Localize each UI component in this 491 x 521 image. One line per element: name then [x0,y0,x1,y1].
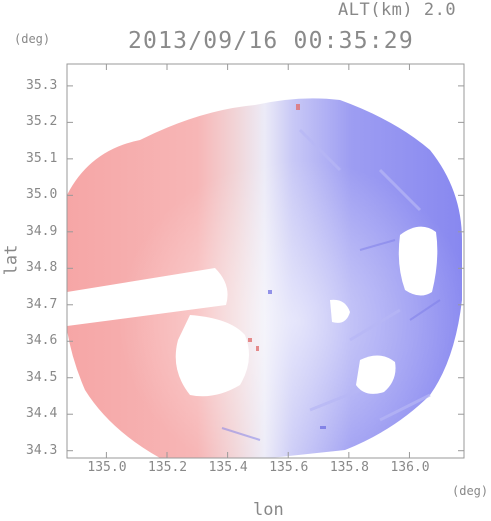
x-tick-label: 135.6 [269,460,309,475]
timestamp-title: 2013/09/16 00:35:29 [128,28,414,54]
plot-frame [66,63,465,459]
y-tick-label: 34.3 [26,442,58,458]
x-tick-label: 135.2 [148,460,188,475]
no-echo-area [175,315,249,397]
echo-field [67,98,462,458]
y-tick-label: 35.1 [26,150,58,166]
y-axis-unit: (deg) [14,32,51,46]
y-tick-label: 35.0 [26,187,58,203]
x-axis-label: lon [253,500,284,520]
no-echo-wedge [67,268,228,326]
y-tick-label: 35.3 [26,77,58,93]
x-tick-label: 135.8 [329,460,369,475]
y-tick-label: 34.7 [26,296,58,312]
x-tick-label: 135.4 [208,460,248,475]
x-tick-label: 135.0 [87,460,127,475]
x-tick-label: 136.0 [390,460,430,475]
y-tick-label: 34.5 [26,369,58,385]
altitude-label: ALT(km) 2.0 [338,0,457,20]
y-tick-label: 34.4 [26,406,58,422]
y-tick-label: 35.2 [26,114,58,130]
x-axis-unit: (deg) [452,484,489,498]
y-tick-label: 34.9 [26,223,58,239]
y-tick-label: 34.8 [26,260,58,276]
y-tick-label: 34.6 [26,333,58,349]
